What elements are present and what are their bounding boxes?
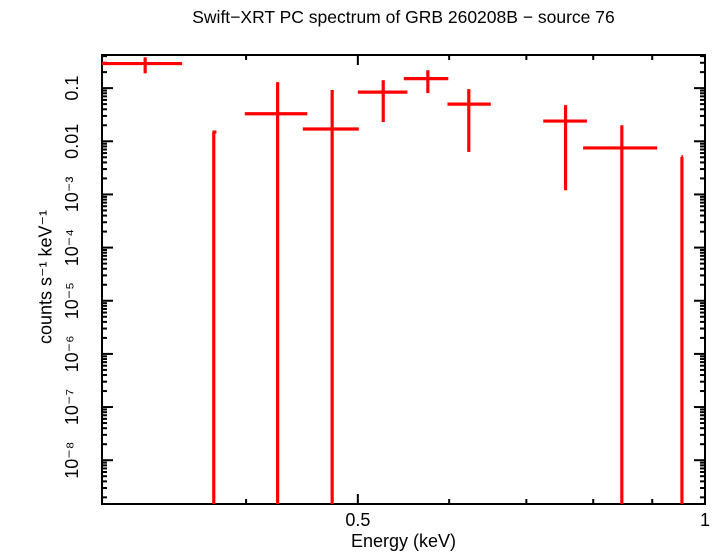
y-tick-label: 10⁻⁷ — [62, 389, 82, 425]
spectrum-data-point — [403, 70, 449, 93]
spectrum-data-point — [357, 80, 408, 123]
spectrum-data-point — [212, 130, 217, 504]
spectrum-data-point — [102, 57, 183, 74]
plot-frame — [101, 54, 706, 505]
spectrum-data-point — [543, 105, 587, 191]
y-tick-label: 10⁻⁵ — [62, 282, 82, 319]
y-tick-label: 10⁻⁶ — [62, 335, 82, 372]
spectrum-data-point — [583, 125, 658, 504]
spectrum-data-point — [244, 82, 308, 504]
x-axis-label: Energy (keV) — [350, 531, 457, 551]
spectrum-data-point — [680, 155, 684, 504]
y-axis-label: counts s⁻¹ keV⁻¹ — [35, 209, 56, 345]
y-tick-label: 0.01 — [62, 124, 82, 159]
y-tick-label: 0.1 — [62, 76, 82, 101]
y-tick-label: 10⁻⁴ — [62, 229, 82, 266]
y-tick-label: 10⁻⁸ — [62, 442, 82, 479]
spectrum-data-point — [302, 90, 359, 504]
y-tick-label: 10⁻³ — [62, 177, 82, 213]
chart-title: Swift−XRT PC spectrum of GRB 260208B − s… — [192, 7, 615, 27]
spectrum-data-point — [447, 89, 491, 152]
x-tick-label: 1 — [700, 510, 710, 530]
x-tick-label: 0.5 — [345, 510, 370, 530]
